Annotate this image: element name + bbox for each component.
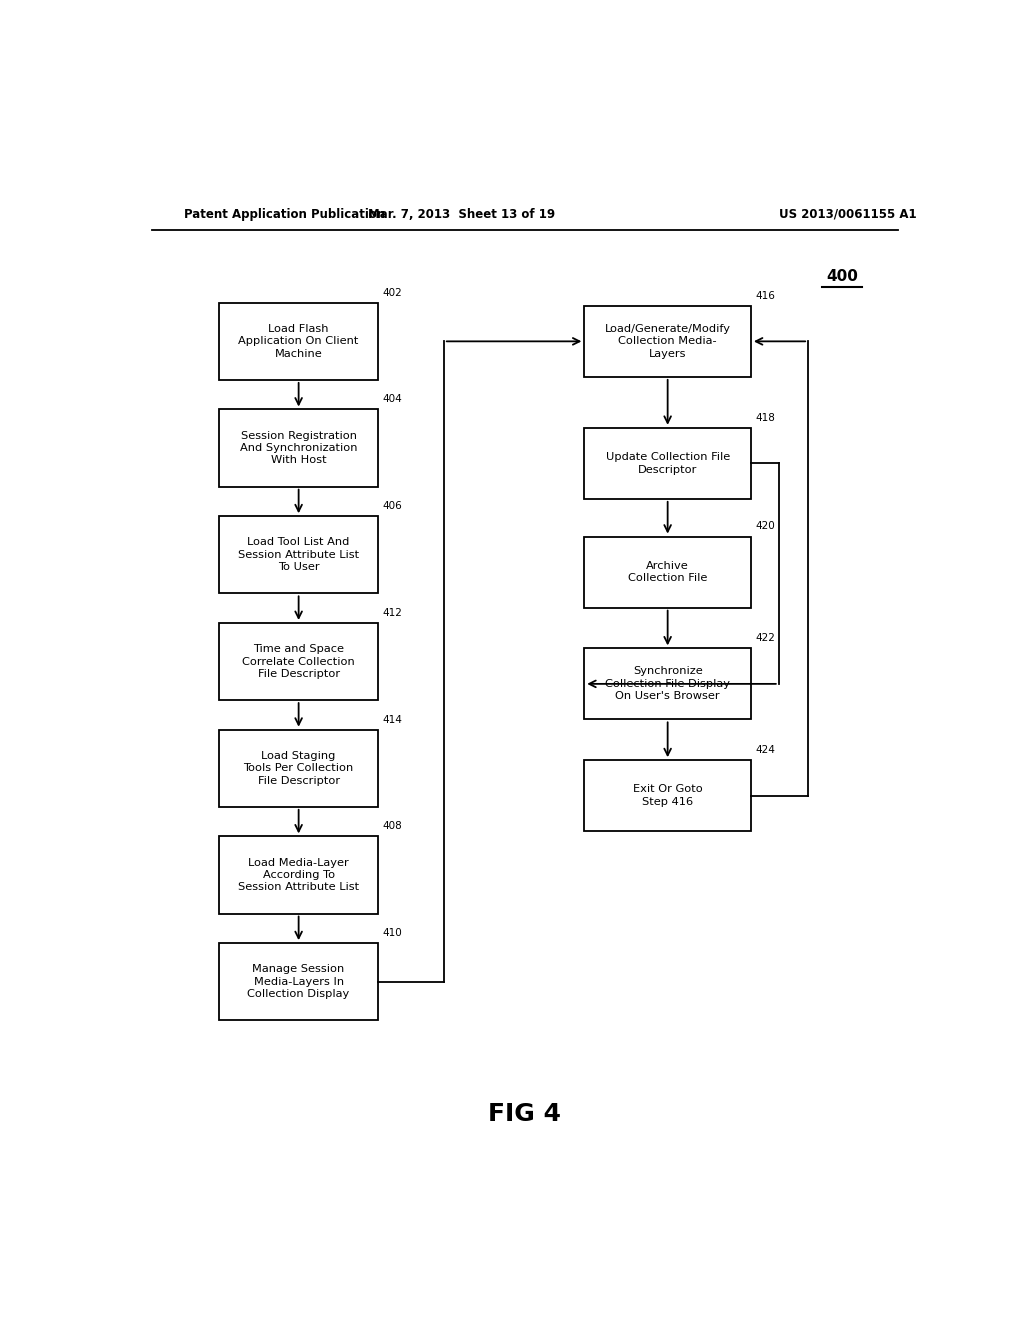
Text: US 2013/0061155 A1: US 2013/0061155 A1 — [778, 207, 916, 220]
Bar — [219, 837, 378, 913]
Text: 400: 400 — [826, 269, 858, 284]
Text: 416: 416 — [755, 290, 775, 301]
Text: Load Staging
Tools Per Collection
File Descriptor: Load Staging Tools Per Collection File D… — [244, 751, 353, 785]
Text: Load Flash
Application On Client
Machine: Load Flash Application On Client Machine — [239, 323, 358, 359]
Text: Session Registration
And Synchronization
With Host: Session Registration And Synchronization… — [240, 430, 357, 466]
Text: Time and Space
Correlate Collection
File Descriptor: Time and Space Correlate Collection File… — [243, 644, 355, 678]
Text: Load Tool List And
Session Attribute List
To User: Load Tool List And Session Attribute Lis… — [238, 537, 359, 572]
Text: FIG 4: FIG 4 — [488, 1102, 561, 1126]
Text: 414: 414 — [382, 714, 401, 725]
Text: 402: 402 — [382, 288, 401, 297]
Text: 424: 424 — [755, 744, 775, 755]
Bar — [585, 536, 751, 607]
Text: 422: 422 — [755, 634, 775, 643]
Text: Manage Session
Media-Layers In
Collection Display: Manage Session Media-Layers In Collectio… — [248, 965, 350, 999]
Text: Exit Or Goto
Step 416: Exit Or Goto Step 416 — [633, 784, 702, 807]
Text: Mar. 7, 2013  Sheet 13 of 19: Mar. 7, 2013 Sheet 13 of 19 — [368, 207, 555, 220]
Text: 404: 404 — [382, 395, 401, 404]
Bar — [219, 942, 378, 1020]
Text: Update Collection File
Descriptor: Update Collection File Descriptor — [605, 453, 730, 474]
Text: Archive
Collection File: Archive Collection File — [628, 561, 708, 583]
Bar — [219, 516, 378, 594]
Bar — [219, 623, 378, 700]
Text: Load/Generate/Modify
Collection Media-
Layers: Load/Generate/Modify Collection Media- L… — [604, 323, 731, 359]
Bar — [219, 730, 378, 807]
Text: Load Media-Layer
According To
Session Attribute List: Load Media-Layer According To Session At… — [238, 858, 359, 892]
Text: 418: 418 — [755, 413, 775, 422]
Text: 408: 408 — [382, 821, 401, 832]
Bar — [585, 648, 751, 719]
Bar — [219, 302, 378, 380]
Text: Synchronize
Collection File Display
On User's Browser: Synchronize Collection File Display On U… — [605, 667, 730, 701]
Text: 410: 410 — [382, 928, 401, 939]
Bar — [585, 306, 751, 378]
Text: 406: 406 — [382, 502, 401, 511]
Text: 412: 412 — [382, 607, 401, 618]
Bar — [585, 760, 751, 832]
Bar — [585, 428, 751, 499]
Text: Patent Application Publication: Patent Application Publication — [183, 207, 385, 220]
Text: 420: 420 — [755, 521, 775, 532]
Bar — [219, 409, 378, 487]
